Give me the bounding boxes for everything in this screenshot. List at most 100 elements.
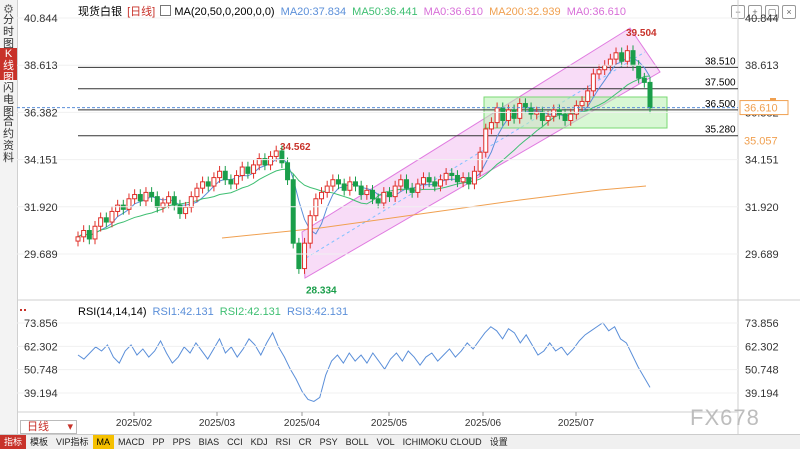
toolbar-item[interactable]: 指标 xyxy=(0,435,27,449)
candle-body xyxy=(251,164,257,174)
candle-body xyxy=(511,109,517,119)
candle-body xyxy=(194,187,200,198)
candle-body xyxy=(386,191,392,198)
toolbar-item[interactable]: PSY xyxy=(319,437,338,447)
price-annotation: 28.334 xyxy=(306,286,337,297)
candle-body xyxy=(505,109,511,121)
candle-body xyxy=(494,107,500,124)
toolbar-item[interactable]: BIAS xyxy=(198,437,220,447)
candle-body xyxy=(420,177,426,185)
close-icon[interactable]: × xyxy=(782,5,796,19)
tab-lightning[interactable]: 闪电图 xyxy=(3,82,14,118)
candle-body xyxy=(228,179,234,185)
chevron-down-icon: ▾ xyxy=(67,421,73,433)
candle-body xyxy=(488,122,494,130)
rsi-tick-label-left: 73.856 xyxy=(24,318,58,330)
toolbar-item[interactable]: 模板 xyxy=(30,437,49,447)
toolbar-item[interactable]: MA xyxy=(92,435,115,449)
candle-body xyxy=(641,77,647,83)
level-label: 37.500 xyxy=(705,78,736,89)
y-tick-label-right: 38.613 xyxy=(745,60,779,72)
candle-body xyxy=(205,181,211,187)
toolbar-item[interactable]: VOL xyxy=(376,437,395,447)
candle-body xyxy=(262,158,268,166)
rsi-tick-label-left: 50.748 xyxy=(24,365,58,377)
indicator-toolbar: 指标 模板 VIP指标 MA MACD PP PPS BIAS CCI KDJ RSI CR PSY BO… xyxy=(0,434,800,449)
y-tick-label-left: 34.151 xyxy=(24,155,58,167)
toolbar-item[interactable]: CR xyxy=(298,437,312,447)
ma50-value: MA50:36.441 xyxy=(352,6,418,18)
ma-icon[interactable] xyxy=(160,5,172,16)
candle-body xyxy=(330,179,336,187)
candle-body xyxy=(336,179,342,185)
candle-body xyxy=(103,217,109,223)
candle-body xyxy=(573,105,579,115)
candle-body xyxy=(364,189,370,196)
candle-body xyxy=(115,204,121,212)
rsi-tick-label-left: 62.302 xyxy=(24,341,58,353)
toolbar-item[interactable]: 设置 xyxy=(489,437,508,447)
y-tick-label-left: 40.844 xyxy=(24,13,58,25)
candle-body xyxy=(551,109,557,117)
candle-body xyxy=(296,242,302,270)
candle-body xyxy=(630,50,636,66)
candle-body xyxy=(166,196,172,204)
toolbar-item[interactable]: PP xyxy=(152,437,165,447)
candle-body xyxy=(432,181,438,187)
candle-body xyxy=(245,166,251,174)
candle-body xyxy=(302,242,308,270)
candle-body xyxy=(86,229,92,240)
candle-body xyxy=(596,69,602,75)
candle-body xyxy=(290,179,296,244)
toolbar-item[interactable]: VIP指标 xyxy=(56,437,89,447)
candle-body xyxy=(137,194,143,202)
restore-icon[interactable]: ▢ xyxy=(765,5,779,19)
candle-body xyxy=(647,81,653,109)
y-tick-label-left: 38.613 xyxy=(24,60,58,72)
candle-body xyxy=(285,162,291,181)
rsi-params: RSI(14,14,14) xyxy=(78,306,147,318)
candle-body xyxy=(81,229,87,238)
settings-icon[interactable]: ⚙ xyxy=(3,2,14,16)
toolbar-item[interactable]: RSI xyxy=(275,437,291,447)
toolbar-item[interactable]: PPS xyxy=(172,437,191,447)
x-tick-label: 2025/07 xyxy=(558,418,595,429)
candle-body xyxy=(607,58,613,66)
toolbar-item[interactable]: ICHIMOKU CLOUD xyxy=(402,437,482,447)
plus-icon[interactable]: + xyxy=(748,5,762,19)
level-label: 35.280 xyxy=(705,125,736,136)
toolbar-item[interactable]: CCI xyxy=(227,437,243,447)
toolbar-item[interactable]: MACD xyxy=(118,437,145,447)
candle-body xyxy=(268,155,274,166)
y-tick-label-right: 29.689 xyxy=(745,249,779,261)
instrument-name: 现货白银 xyxy=(78,6,122,18)
candle-body xyxy=(358,185,364,196)
tab-timeshare[interactable]: 分时图 xyxy=(3,14,14,50)
candle-body xyxy=(177,204,183,215)
toolbar-item[interactable]: KDJ xyxy=(250,437,268,447)
sidebar: ⚙ 分时图 K线图 闪电图 合约资料 xyxy=(0,0,18,448)
rsi-tick-label-left: 39.194 xyxy=(24,388,58,400)
candle-body xyxy=(636,64,642,79)
candle-body xyxy=(590,73,596,92)
period-select[interactable]: 日线 ▾ xyxy=(20,420,77,434)
tab-contract-info[interactable]: 合约资料 xyxy=(3,116,14,164)
candle-body xyxy=(143,191,149,202)
ma-params: MA(20,50,0,200,0,0) xyxy=(174,6,275,18)
tab-kline[interactable]: K线图 xyxy=(0,48,17,84)
ma20-value: MA20:37.834 xyxy=(280,6,347,18)
y-tick-label-right: 34.151 xyxy=(745,155,779,167)
candle-body xyxy=(75,236,81,242)
x-tick-label: 2025/06 xyxy=(465,418,502,429)
toolbar-item[interactable]: BOLL xyxy=(345,437,369,447)
level-label: 38.510 xyxy=(705,56,736,67)
x-tick-label: 2025/04 xyxy=(284,418,321,429)
candle-body xyxy=(579,100,585,107)
candle-body xyxy=(471,170,477,185)
candle-body xyxy=(619,52,625,62)
rsi2-value: RSI2:42.131 xyxy=(219,306,281,318)
x-tick-label: 2025/02 xyxy=(116,418,153,429)
channel-midline xyxy=(305,51,646,259)
y-tick-label-left: 36.382 xyxy=(24,107,58,119)
